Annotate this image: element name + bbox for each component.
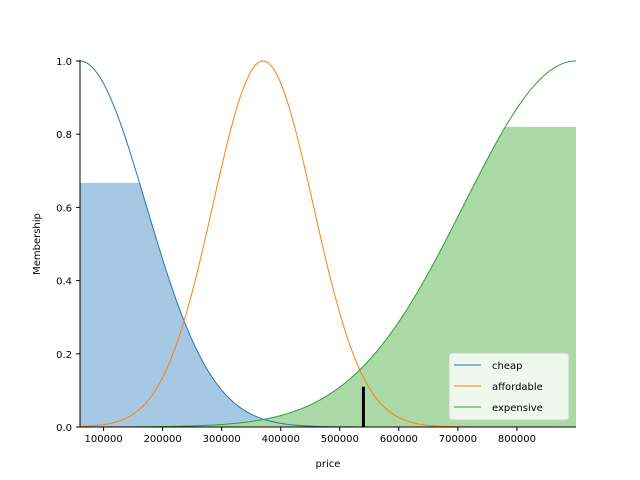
x-axis-label: price [316,459,341,470]
y-tick-label: 0.0 [56,423,72,434]
y-axis-label: Membership [32,213,43,275]
x-tick-label: 500000 [321,434,359,445]
legend-box [448,352,570,421]
x-tick-label: 400000 [262,434,300,445]
cheap-fill-area [80,182,576,427]
x-tick-label: 200000 [144,434,182,445]
fills-layer [80,126,576,427]
y-tick-label: 0.8 [56,130,72,141]
legend-label-cheap: cheap [492,361,522,372]
y-tick-label: 0.4 [56,277,72,288]
y-tick-label: 0.2 [56,350,72,361]
legend: cheap affordable expensive [448,352,570,421]
x-tick-label: 600000 [380,434,418,445]
x-tick-label: 700000 [439,434,477,445]
x-tick-label: 100000 [85,434,123,445]
legend-label-affordable: affordable [492,382,543,393]
x-tick-label: 300000 [203,434,241,445]
expensive-fill-area [80,126,576,427]
y-tick-label: 0.6 [56,203,72,214]
ticks-layer: 100000 200000 300000 400000 500000 600000 7000… [56,57,536,445]
y-tick-label: 1.0 [56,57,72,68]
x-tick-label: 800000 [498,434,536,445]
legend-label-expensive: expensive [492,403,543,414]
